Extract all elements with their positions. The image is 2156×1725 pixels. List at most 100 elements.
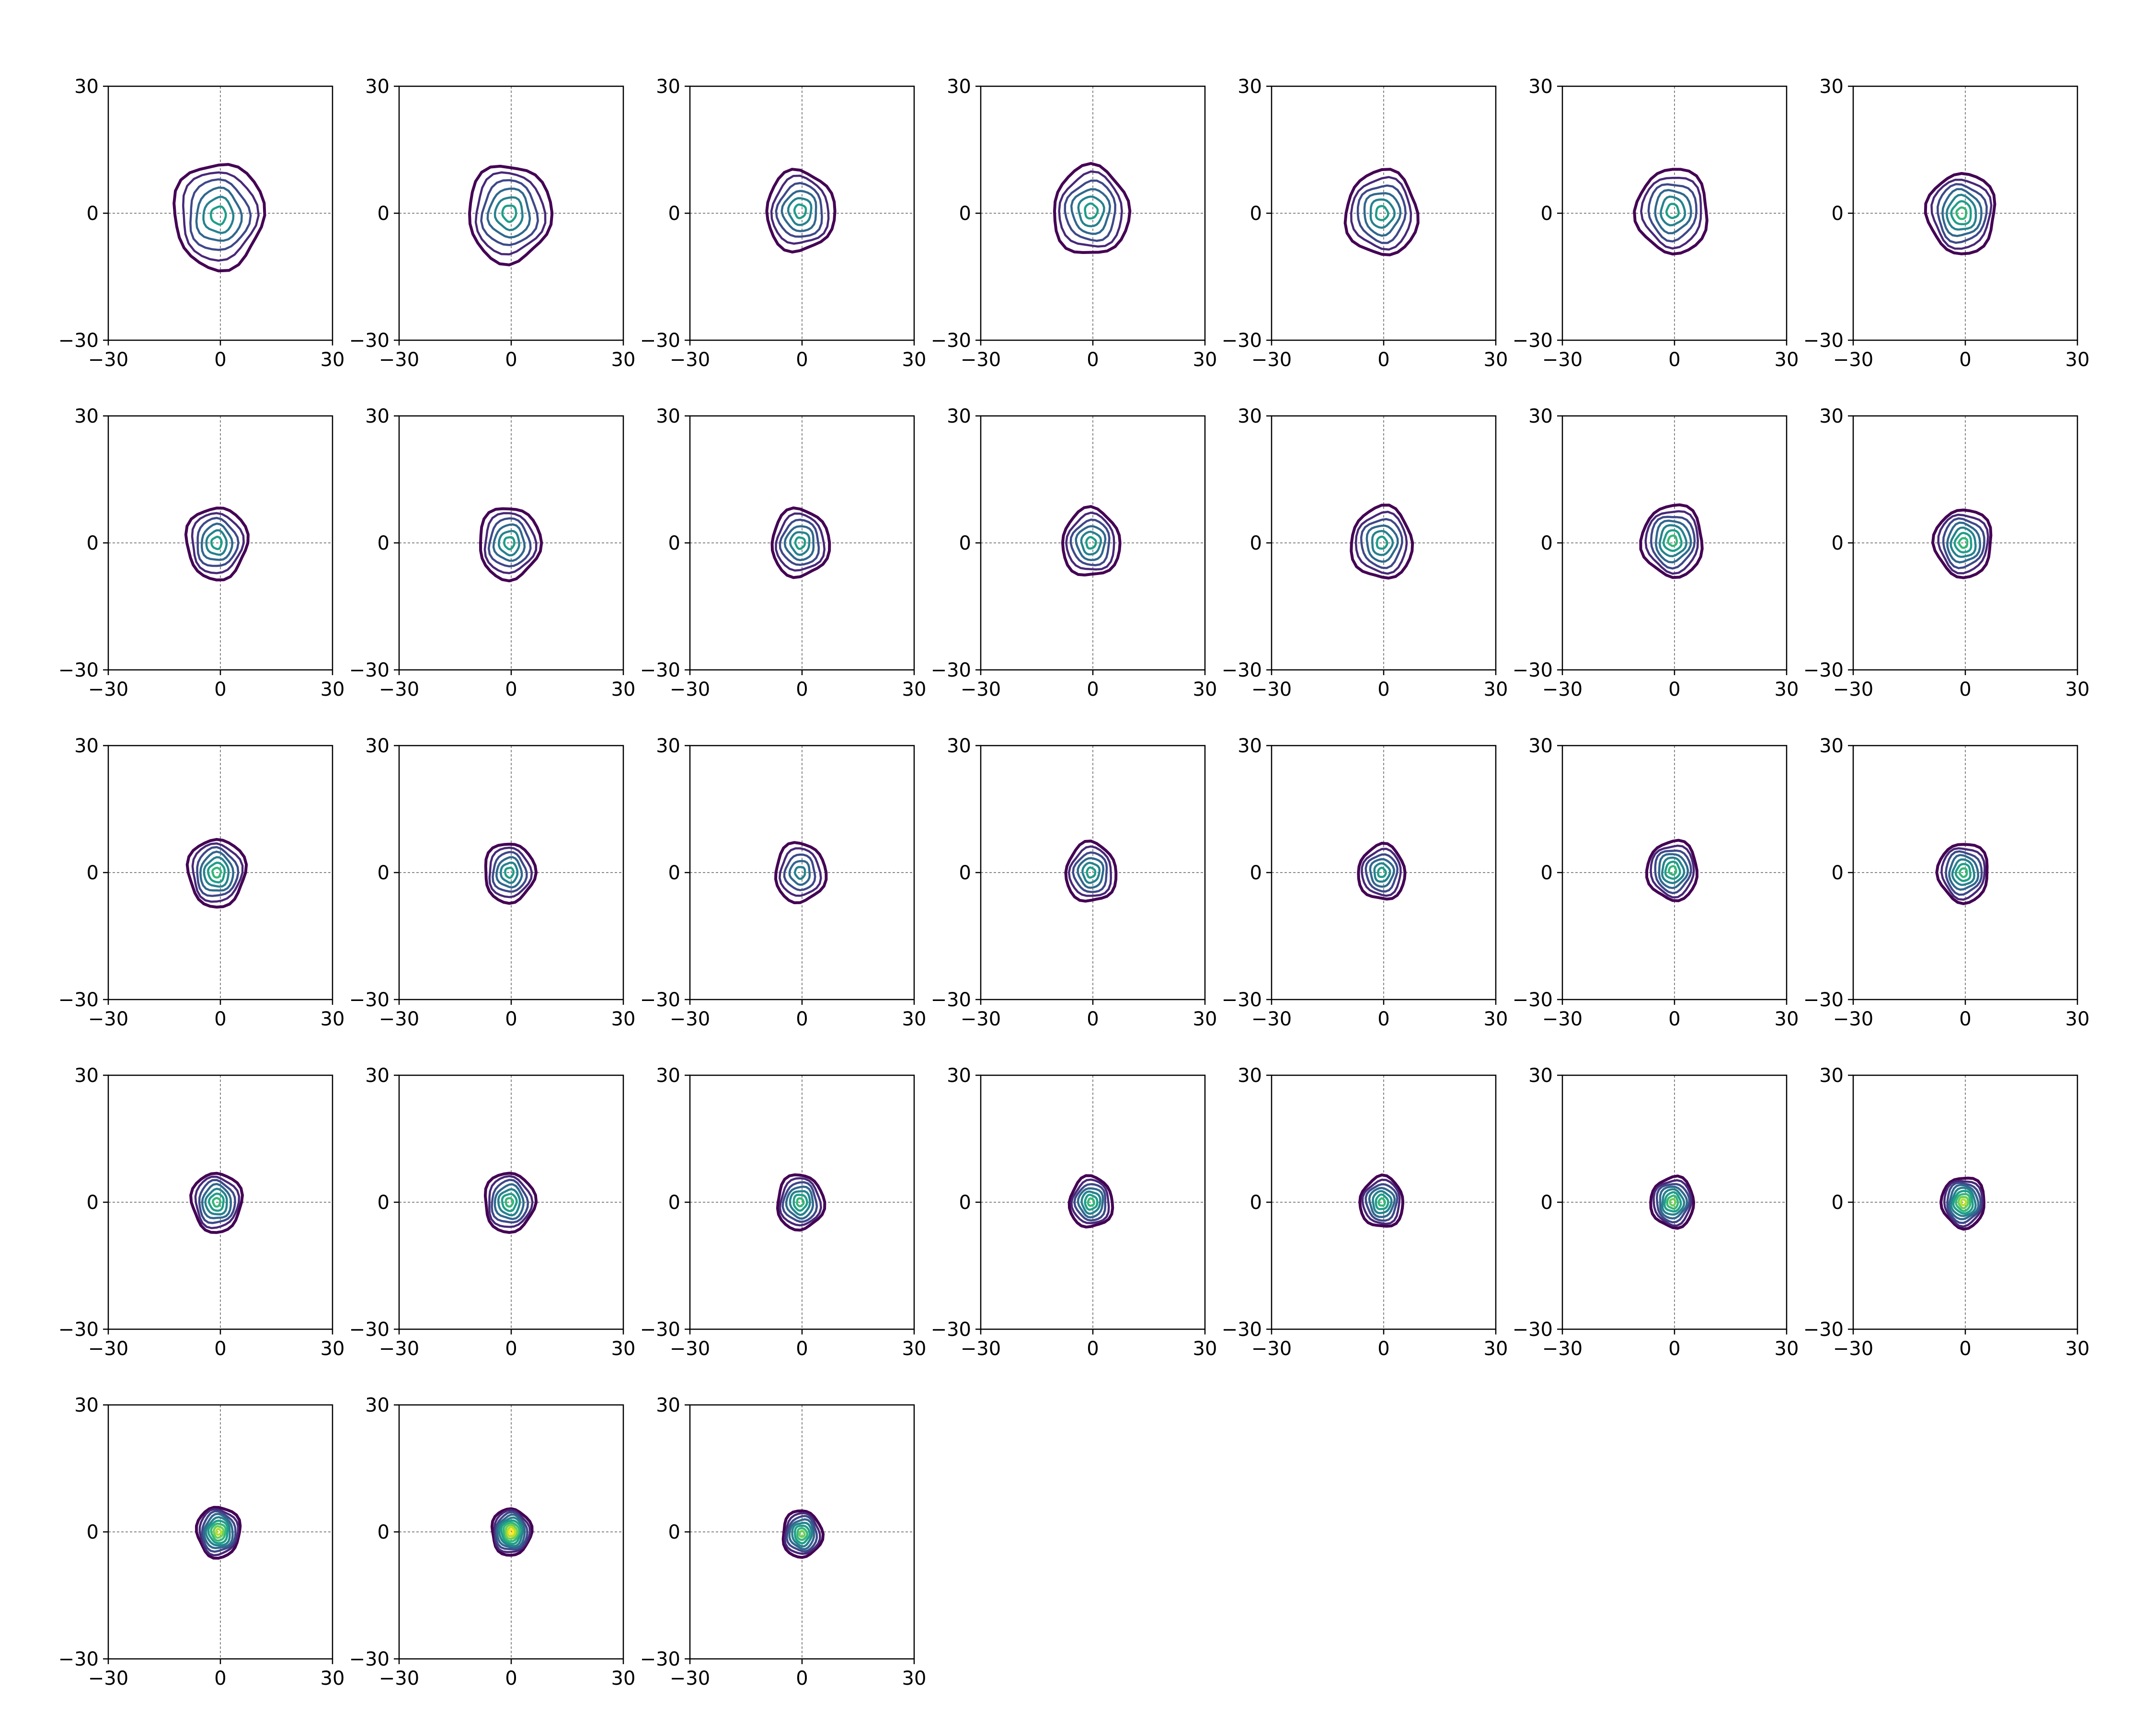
x-tick-label: −30 <box>1251 1338 1292 1360</box>
contour-level-6 <box>792 1194 808 1212</box>
contour-level-1 <box>1358 1173 1405 1228</box>
panel-23: −30 0 30 30 0 −30 <box>349 1065 636 1360</box>
y-tick-label: −30 <box>58 1319 99 1341</box>
contour-level-1 <box>1924 172 1996 255</box>
contour-level-5 <box>1658 524 1687 557</box>
contour-level-7 <box>1955 1193 1972 1212</box>
contour-level-1 <box>1357 841 1407 901</box>
contour-level-2 <box>474 171 547 256</box>
x-tick-label: −30 <box>379 1338 419 1360</box>
contour-level-10 <box>508 1528 515 1535</box>
contour-level-5 <box>205 529 228 556</box>
contour-level-6 <box>210 535 223 551</box>
y-tick-label: −30 <box>349 330 390 352</box>
contour-level-7 <box>212 1197 222 1208</box>
y-tick-label: −30 <box>349 989 390 1011</box>
x-tick-label: 30 <box>611 678 636 701</box>
contour-level-3 <box>189 178 252 251</box>
contour-level-6 <box>1954 862 1972 882</box>
contour-level-2 <box>1940 847 1986 901</box>
x-tick-label: 30 <box>1484 678 1508 701</box>
contour-level-4 <box>1368 1186 1396 1219</box>
contour-level-5 <box>1372 1190 1393 1214</box>
y-tick-label: −30 <box>931 659 971 681</box>
contour-level-7 <box>1955 206 1968 220</box>
contour-level-1 <box>189 1172 244 1234</box>
x-tick-label: 30 <box>611 349 636 371</box>
contour-level-3 <box>196 517 240 567</box>
contour-level-4 <box>788 860 811 886</box>
y-tick-label: 30 <box>365 735 390 757</box>
x-tick-label: 0 <box>796 349 808 371</box>
x-tick-label: 0 <box>1959 1338 1971 1360</box>
contour-level-4 <box>1948 854 1980 891</box>
contour-level-6 <box>209 205 227 226</box>
contour-level-2 <box>783 1512 821 1555</box>
panel-17: −30 0 30 30 0 −30 <box>640 735 927 1030</box>
contour-level-7 <box>1958 537 1969 549</box>
contour-level-1 <box>1633 168 1709 256</box>
panel-16: −30 0 30 30 0 −30 <box>349 735 636 1030</box>
panel-5: −30 0 30 30 0 −30 <box>1222 76 1508 371</box>
y-tick-label: −30 <box>349 659 390 681</box>
contour-level-8 <box>798 1530 806 1538</box>
x-tick-label: 0 <box>505 1338 517 1360</box>
contour-level-5 <box>1080 530 1102 556</box>
x-tick-label: 0 <box>796 678 808 701</box>
y-tick-label: 30 <box>74 1065 99 1087</box>
y-tick-label: 30 <box>1238 405 1262 427</box>
y-tick-label: 0 <box>1541 203 1553 225</box>
x-tick-label: −30 <box>88 1338 128 1360</box>
contour-level-2 <box>1361 1178 1401 1225</box>
x-tick-label: 0 <box>1377 678 1389 701</box>
y-tick-label: 30 <box>947 1065 971 1087</box>
panel-8: −30 0 30 30 0 −30 <box>58 405 345 701</box>
y-tick-label: −30 <box>1222 1319 1262 1341</box>
contour-level-6 <box>503 536 516 551</box>
y-tick-label: 0 <box>668 203 680 225</box>
panel-30: −30 0 30 30 0 −30 <box>349 1394 636 1690</box>
x-tick-label: 30 <box>1193 1008 1217 1030</box>
contour-level-7 <box>1666 1194 1679 1210</box>
contour-level-4 <box>1077 1187 1104 1219</box>
contour-level-7 <box>502 1521 521 1542</box>
y-tick-label: −30 <box>1803 989 1844 1011</box>
x-tick-label: 30 <box>1193 678 1217 701</box>
y-tick-label: 0 <box>1541 532 1553 554</box>
x-tick-label: 30 <box>1484 1008 1508 1030</box>
y-tick-label: 0 <box>668 1192 680 1214</box>
contour-level-5 <box>493 196 524 231</box>
contour-level-5 <box>497 1188 521 1217</box>
contour-level-5 <box>1371 529 1394 556</box>
contour-level-6 <box>1664 861 1681 880</box>
y-tick-label: 0 <box>1250 862 1262 884</box>
x-tick-label: −30 <box>1251 349 1292 371</box>
x-tick-label: −30 <box>1542 349 1583 371</box>
contour-level-2 <box>1930 178 1993 250</box>
contour-level-6 <box>794 536 806 550</box>
contour-level-1 <box>172 163 266 273</box>
panel-12: −30 0 30 30 0 −30 <box>1222 405 1508 701</box>
contour-level-4 <box>1365 524 1399 563</box>
contour-level-3 <box>1647 183 1697 243</box>
contour-level-3 <box>198 1179 237 1224</box>
contour-level-2 <box>1067 845 1112 897</box>
y-tick-label: 0 <box>378 532 390 554</box>
x-tick-label: 30 <box>1775 349 1799 371</box>
y-tick-label: 30 <box>947 735 971 757</box>
contour-level-5 <box>1950 1186 1977 1218</box>
contour-level-4 <box>1658 853 1689 889</box>
panel-31: −30 0 30 30 0 −30 <box>640 1394 927 1690</box>
contour-level-3 <box>1073 1183 1107 1222</box>
contour-level-2 <box>493 1509 531 1553</box>
x-tick-label: −30 <box>1833 349 1873 371</box>
contour-level-4 <box>199 851 235 892</box>
contour-level-2 <box>775 512 826 572</box>
contour-level-3 <box>480 179 539 246</box>
contour-level-1 <box>1931 508 1993 579</box>
y-tick-label: 30 <box>74 405 99 427</box>
x-tick-label: 30 <box>1193 1338 1217 1360</box>
x-tick-label: 30 <box>2065 678 2090 701</box>
x-tick-label: −30 <box>1542 678 1583 701</box>
